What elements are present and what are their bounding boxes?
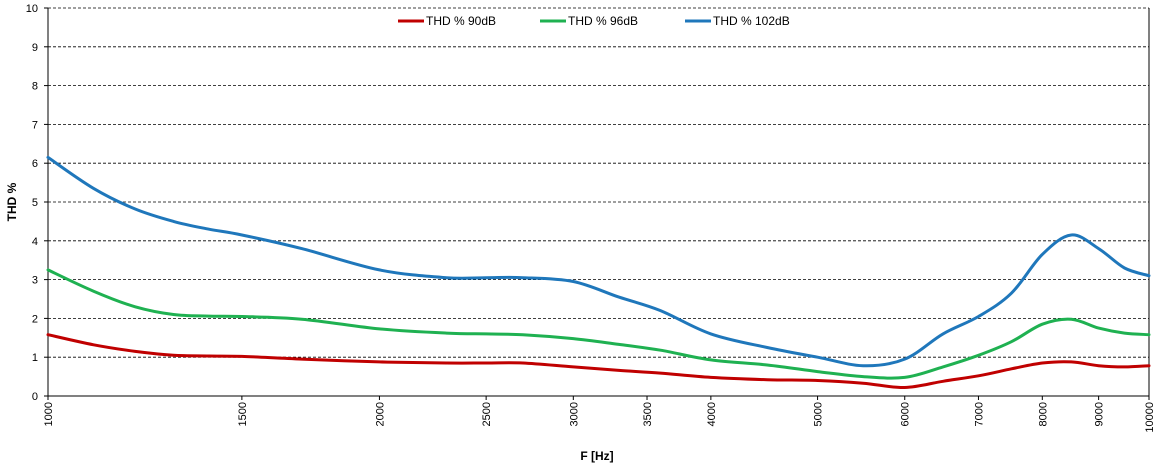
x-tick-label: 4000 — [706, 402, 718, 426]
x-axis-title: F [Hz] — [580, 449, 613, 463]
series-line-3 — [46, 155, 1151, 368]
y-tick-label: 7 — [32, 119, 38, 131]
legend-label-2: THD % 96dB — [568, 14, 638, 28]
y-tick-label: 3 — [32, 275, 38, 287]
legend-label-1: THD % 90dB — [426, 14, 496, 28]
x-tick-label: 8000 — [1037, 402, 1049, 426]
y-tick-label: 0 — [32, 391, 38, 403]
x-tick-label: 2000 — [374, 402, 386, 426]
legend: THD % 90dB THD % 96dB THD % 102dB — [398, 14, 790, 28]
legend-label-3: THD % 102dB — [713, 14, 790, 28]
series-lines — [46, 155, 1151, 390]
x-tick-label: 1000 — [43, 402, 55, 426]
x-tick-label: 10000 — [1144, 402, 1156, 433]
grid-lines — [48, 7, 1149, 358]
x-tick-label: 1500 — [237, 402, 249, 426]
x-tick-label: 2500 — [481, 402, 493, 426]
x-tick-label: 9000 — [1094, 402, 1106, 426]
series-line-1 — [46, 333, 1151, 390]
series-line-2 — [46, 268, 1151, 380]
y-tick-label: 9 — [32, 42, 38, 54]
axes: 0 1 2 3 4 5 6 7 8 9 10 1000 1500 2000 2500 3000 3500 4000… — [26, 3, 1156, 433]
y-tick-label: 6 — [32, 158, 38, 170]
x-tick-label: 3000 — [568, 402, 580, 426]
y-tick-label: 10 — [26, 3, 38, 15]
y-tick-label: 8 — [32, 81, 38, 93]
y-tick-label: 4 — [32, 236, 38, 248]
x-tick-label: 5000 — [813, 402, 825, 426]
x-tick-label: 3500 — [642, 402, 654, 426]
x-tick-label: 6000 — [900, 402, 912, 426]
x-tick-label: 7000 — [973, 402, 985, 426]
y-tick-label: 5 — [32, 197, 38, 209]
y-tick-label: 2 — [32, 313, 38, 325]
y-axis-title: THD % — [5, 182, 19, 221]
y-tick-label: 1 — [32, 352, 38, 364]
